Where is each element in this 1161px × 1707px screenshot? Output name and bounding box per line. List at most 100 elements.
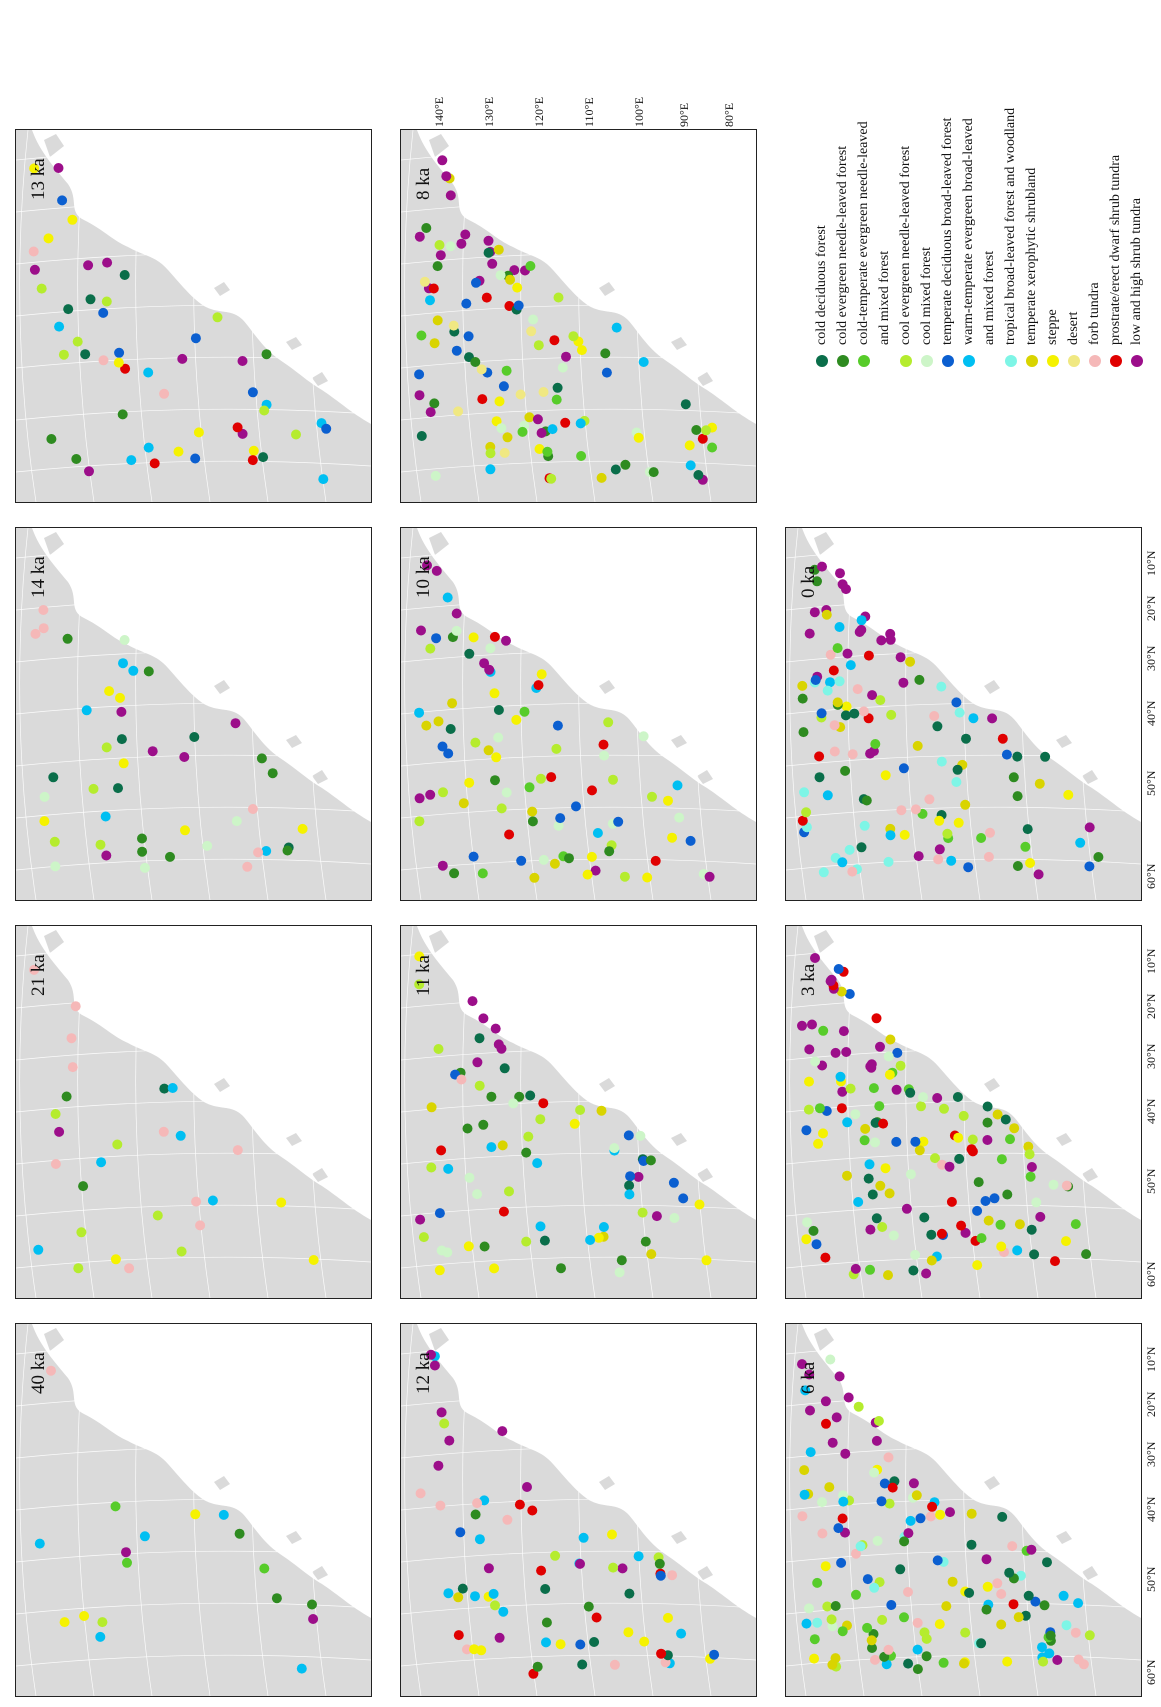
- site-marker: [514, 1499, 525, 1510]
- longitude-line: [16, 1256, 371, 1269]
- site-marker: [964, 1587, 975, 1598]
- site-marker: [504, 829, 515, 840]
- site-marker: [434, 1265, 445, 1276]
- site-marker: [967, 1134, 978, 1145]
- site-marker: [982, 1117, 993, 1128]
- site-marker: [444, 1435, 455, 1446]
- site-marker: [62, 633, 73, 644]
- site-marker: [707, 442, 718, 453]
- site-marker: [972, 1260, 983, 1271]
- site-marker: [1029, 1249, 1040, 1260]
- site-marker: [414, 231, 425, 242]
- site-marker: [926, 1229, 937, 1240]
- longitude-line: [16, 356, 371, 369]
- site-marker: [961, 733, 971, 744]
- site-marker: [416, 625, 426, 636]
- site-marker: [799, 1465, 810, 1476]
- legend-swatch: [942, 355, 954, 367]
- legend-label: low and high shrub tundra: [1129, 198, 1144, 345]
- site-marker: [663, 795, 673, 806]
- site-marker: [556, 1263, 566, 1274]
- latitude-line: [251, 926, 269, 1298]
- site-marker: [604, 846, 615, 857]
- site-marker: [982, 1135, 993, 1145]
- site-marker: [954, 707, 965, 718]
- site-marker: [218, 1509, 229, 1520]
- site-marker: [490, 1023, 501, 1034]
- site-marker: [847, 749, 858, 760]
- site-marker: [814, 1103, 825, 1114]
- site-marker: [600, 348, 611, 359]
- legend-swatch: [1047, 355, 1059, 367]
- site-marker: [616, 1255, 627, 1266]
- longitude-line: [401, 1446, 756, 1459]
- site-marker: [569, 1118, 580, 1129]
- site-marker: [1042, 1557, 1052, 1568]
- site-marker: [534, 444, 545, 454]
- site-marker: [514, 1091, 525, 1102]
- site-marker: [624, 1180, 635, 1191]
- site-marker: [822, 685, 833, 696]
- panel-title: 13 ka: [28, 158, 49, 200]
- site-marker: [866, 1635, 877, 1646]
- site-marker: [453, 1630, 464, 1641]
- site-marker: [414, 951, 425, 962]
- site-marker: [976, 1638, 987, 1649]
- site-marker: [849, 708, 860, 719]
- site-marker: [422, 560, 432, 571]
- site-marker: [54, 321, 65, 332]
- longitude-line: [401, 408, 756, 421]
- land-mass: [16, 130, 371, 502]
- site-marker: [860, 1123, 871, 1134]
- site-marker: [511, 714, 522, 725]
- latitude-line: [1021, 926, 1039, 1298]
- site-marker: [437, 741, 448, 752]
- site-marker: [453, 1592, 464, 1603]
- site-marker: [242, 861, 253, 872]
- site-marker: [674, 812, 685, 823]
- site-marker: [908, 1478, 919, 1489]
- latitude-line: [309, 926, 327, 1298]
- site-marker: [623, 1130, 634, 1141]
- site-marker: [842, 1117, 853, 1128]
- site-marker: [428, 283, 439, 294]
- site-marker: [838, 1026, 849, 1037]
- longitude-line: [16, 1498, 371, 1511]
- latitude-line: [636, 130, 654, 502]
- site-marker: [425, 789, 436, 800]
- site-marker: [825, 976, 836, 987]
- site-marker: [836, 1103, 847, 1114]
- site-marker: [532, 1158, 543, 1169]
- site-marker: [425, 407, 436, 418]
- site-marker: [814, 772, 825, 783]
- site-marker: [147, 746, 158, 757]
- site-marker: [1070, 1627, 1081, 1638]
- site-marker: [474, 1080, 485, 1091]
- longitude-line: [786, 702, 1141, 715]
- site-marker: [619, 871, 630, 882]
- site-marker: [247, 804, 258, 814]
- site-marker: [541, 1617, 552, 1628]
- site-marker: [253, 847, 264, 858]
- site-marker: [814, 751, 825, 762]
- site-marker: [668, 1177, 679, 1188]
- site-marker: [498, 1206, 509, 1217]
- site-marker: [608, 1562, 619, 1573]
- site-marker: [871, 1013, 882, 1024]
- latitude-line: [77, 528, 95, 900]
- site-marker: [523, 1131, 534, 1142]
- site-marker: [434, 1208, 445, 1219]
- site-marker: [810, 675, 821, 685]
- site-marker: [973, 1177, 984, 1188]
- site-marker: [865, 1224, 876, 1235]
- site-marker: [484, 664, 495, 675]
- site-marker: [434, 240, 445, 250]
- site-marker: [190, 453, 201, 464]
- site-marker: [899, 1536, 910, 1547]
- site-marker: [67, 1062, 78, 1073]
- site-marker: [535, 1221, 546, 1232]
- site-marker: [903, 1658, 914, 1669]
- site-marker: [650, 855, 661, 866]
- site-marker: [499, 447, 510, 458]
- island: [286, 1133, 302, 1146]
